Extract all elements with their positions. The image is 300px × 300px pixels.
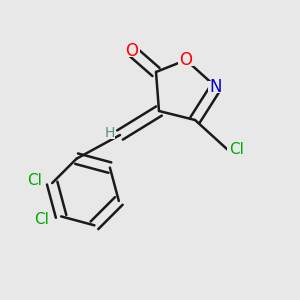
Text: H: H bbox=[104, 126, 115, 140]
FancyBboxPatch shape bbox=[227, 144, 244, 156]
Text: Cl: Cl bbox=[229, 142, 244, 158]
Text: Cl: Cl bbox=[34, 212, 49, 227]
Text: Cl: Cl bbox=[27, 172, 42, 188]
Text: O: O bbox=[125, 42, 139, 60]
FancyBboxPatch shape bbox=[208, 81, 224, 93]
FancyBboxPatch shape bbox=[103, 128, 116, 139]
Text: O: O bbox=[179, 51, 193, 69]
FancyBboxPatch shape bbox=[178, 54, 194, 66]
Text: N: N bbox=[210, 78, 222, 96]
FancyBboxPatch shape bbox=[26, 174, 42, 186]
FancyBboxPatch shape bbox=[124, 45, 140, 57]
FancyBboxPatch shape bbox=[33, 213, 50, 226]
